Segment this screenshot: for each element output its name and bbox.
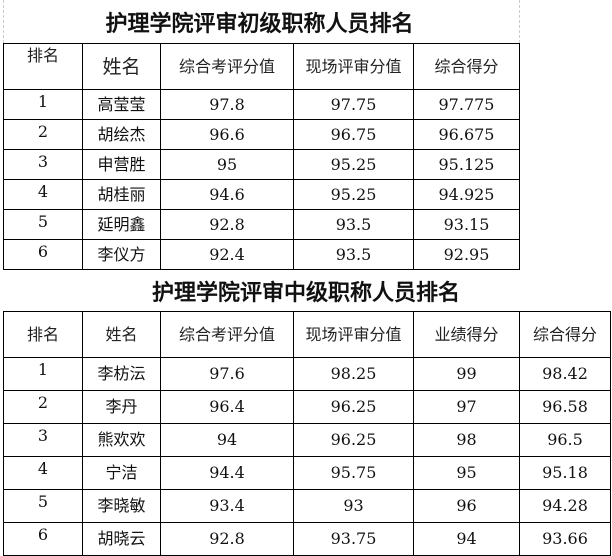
cell-name: 高莹莹 [82,89,161,120]
table2-title: 护理学院评审中级职称人员排名 [151,281,460,306]
cell-eval-score: 93.4 [160,489,294,523]
header-performance-score: 业绩得分 [413,311,520,358]
table-row: 4 宁洁 94.4 95.75 95 95.18 [3,456,611,490]
cell-eval-score: 92.8 [160,209,294,240]
cell-performance-score: 94 [413,522,520,556]
cell-name: 胡桂丽 [82,179,161,210]
table-header-row: 排名 姓名 综合考评分值 现场评审分值 业绩得分 综合得分 [3,311,611,358]
cell-rank: 1 [3,89,83,120]
header-name: 姓名 [82,43,161,90]
table1-title: 护理学院评审初级职称人员排名 [105,12,414,37]
header-total-score: 综合得分 [519,311,611,358]
cell-name: 李丹 [82,390,161,424]
table-row: 3 熊欢欢 94 96.25 98 96.5 [3,423,611,457]
cell-onsite-score: 93 [293,489,414,523]
cell-rank: 3 [3,423,83,457]
cell-eval-score: 94.4 [160,456,294,490]
cell-performance-score: 99 [413,357,520,391]
header-onsite-score: 现场评审分值 [293,43,414,90]
header-name: 姓名 [82,311,161,358]
cell-total-score: 93.15 [413,209,520,240]
header-rank: 排名 [3,311,83,358]
cell-total-score: 92.95 [413,239,520,270]
cell-onsite-score: 95.25 [293,179,414,210]
table-row: 1 高莹莹 97.8 97.75 97.775 [3,89,520,120]
cell-performance-score: 97 [413,390,520,424]
cell-onsite-score: 93.75 [293,522,414,556]
table-row: 2 李丹 96.4 96.25 97 96.58 [3,390,611,424]
cell-total-score: 93.66 [519,522,611,556]
table-row: 1 李枋沄 97.6 98.25 99 98.42 [3,357,611,391]
cell-onsite-score: 96.75 [293,119,414,150]
cell-name: 李仪方 [82,239,161,270]
cell-total-score: 94.925 [413,179,520,210]
cell-eval-score: 92.4 [160,239,294,270]
cell-onsite-score: 97.75 [293,89,414,120]
cell-name: 熊欢欢 [82,423,161,457]
cell-total-score: 96.675 [413,119,520,150]
table-row: 6 李仪方 92.4 93.5 92.95 [3,239,520,270]
header-eval-score: 综合考评分值 [160,43,294,90]
cell-performance-score: 96 [413,489,520,523]
cell-eval-score: 95 [160,149,294,180]
table-row: 6 胡晓云 92.8 93.75 94 93.66 [3,522,611,556]
cell-total-score: 95.18 [519,456,611,490]
cell-performance-score: 98 [413,423,520,457]
cell-eval-score: 96.6 [160,119,294,150]
header-eval-score: 综合考评分值 [160,311,294,358]
cell-eval-score: 97.6 [160,357,294,391]
cell-name: 延明鑫 [82,209,161,240]
cell-rank: 1 [3,357,83,391]
cell-eval-score: 92.8 [160,522,294,556]
cell-eval-score: 96.4 [160,390,294,424]
cell-name: 胡绘杰 [82,119,161,150]
cell-name: 李晓敏 [82,489,161,523]
header-total-score: 综合得分 [413,43,520,90]
cell-name: 宁洁 [82,456,161,490]
cell-total-score: 96.58 [519,390,611,424]
cell-rank: 2 [3,390,83,424]
table-row: 5 延明鑫 92.8 93.5 93.15 [3,209,520,240]
cell-name: 李枋沄 [82,357,161,391]
table-row: 5 李晓敏 93.4 93 96 94.28 [3,489,611,523]
cell-onsite-score: 96.25 [293,390,414,424]
cell-rank: 3 [3,149,83,180]
cell-eval-score: 94 [160,423,294,457]
table-row: 3 申营胜 95 95.25 95.125 [3,149,520,180]
cell-rank: 4 [3,456,83,490]
cell-total-score: 96.5 [519,423,611,457]
cell-rank: 6 [3,522,83,556]
cell-rank: 6 [3,239,83,270]
table-row: 4 胡桂丽 94.6 95.25 94.925 [3,179,520,210]
table1-junior-ranking: 排名 姓名 综合考评分值 现场评审分值 综合得分 1 高莹莹 97.8 97.75 97… [3,43,520,270]
cell-onsite-score: 98.25 [293,357,414,391]
cell-eval-score: 97.8 [160,89,294,120]
cell-name: 申营胜 [82,149,161,180]
cell-onsite-score: 93.5 [293,239,414,270]
header-rank: 排名 [3,43,83,90]
table-row: 2 胡绘杰 96.6 96.75 96.675 [3,119,520,150]
cell-total-score: 95.125 [413,149,520,180]
cell-rank: 4 [3,179,83,210]
page-guide [3,0,4,43]
cell-total-score: 94.28 [519,489,611,523]
cell-name: 胡晓云 [82,522,161,556]
cell-onsite-score: 93.5 [293,209,414,240]
cell-onsite-score: 95.25 [293,149,414,180]
table2-intermediate-ranking: 排名 姓名 综合考评分值 现场评审分值 业绩得分 综合得分 1 李枋沄 97.6 98… [3,311,611,556]
table-header-row: 排名 姓名 综合考评分值 现场评审分值 综合得分 [3,43,520,90]
cell-onsite-score: 96.25 [293,423,414,457]
cell-performance-score: 95 [413,456,520,490]
cell-eval-score: 94.6 [160,179,294,210]
cell-rank: 5 [3,489,83,523]
header-onsite-score: 现场评审分值 [293,311,414,358]
cell-rank: 5 [3,209,83,240]
cell-total-score: 98.42 [519,357,611,391]
page-guide [519,0,520,43]
cell-total-score: 97.775 [413,89,520,120]
cell-onsite-score: 95.75 [293,456,414,490]
cell-rank: 2 [3,119,83,150]
